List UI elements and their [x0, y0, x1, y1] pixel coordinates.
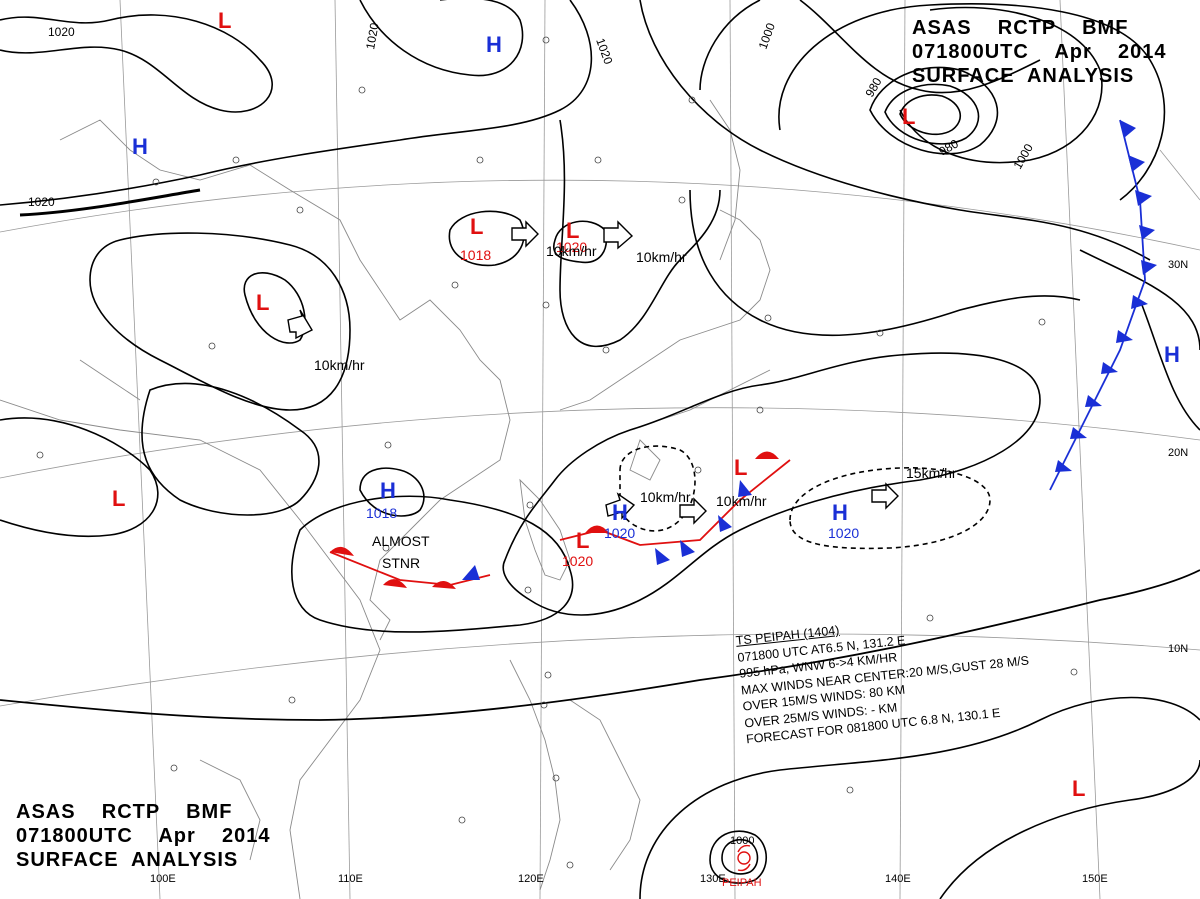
front-label-line1: ALMOST: [372, 533, 430, 549]
isobar-label: 1000: [1010, 141, 1036, 171]
high-center-symbol: H: [1164, 342, 1180, 367]
header-bottom: ASAS RCTP BMF 071800UTC Apr 2014 SURFACE…: [16, 800, 271, 872]
isobar-label: 1020: [28, 195, 55, 209]
grid-label: 30N: [1168, 259, 1188, 271]
stationary-front: [329, 546, 491, 589]
isobar-label: 980: [937, 136, 962, 158]
header-top-line3: SURFACE ANALYSIS: [912, 65, 1135, 87]
low-center-symbol: L: [470, 214, 483, 239]
low-pressure-value: 1020: [562, 553, 593, 569]
front-label: ALMOST STNR: [372, 533, 430, 571]
motion-arrow-1020-b: [871, 482, 899, 510]
grid-label: 140E: [885, 873, 911, 885]
high-center-symbol: H: [486, 32, 502, 57]
front-label-line2: STNR: [382, 555, 420, 571]
center-pressures: 1018 1020 1020 1018 1020 1020: [366, 239, 859, 569]
header-bottom-line1: ASAS RCTP BMF: [16, 801, 233, 823]
motion-arrow-1002: [287, 309, 313, 340]
header-top-line2: 071800UTC Apr 2014: [912, 41, 1167, 63]
grid-label: 150E: [1082, 873, 1108, 885]
grid-label: 10N: [1168, 643, 1188, 655]
isobar-labels: 1020 1020 1020 1020 1000 980 980 1000: [28, 21, 1036, 209]
typhoon-name: PEIPAH: [722, 877, 762, 889]
low-center-symbol: L: [112, 486, 125, 511]
motion-arrow-1010-b: [603, 220, 634, 250]
low-pressure-value: 1020: [556, 239, 587, 255]
motion-label: 15km/hr: [906, 465, 957, 481]
low-center-symbol: L: [218, 8, 231, 33]
motion-arrow-1018: [605, 492, 636, 520]
motion-label: 10km/hr: [314, 357, 365, 373]
grid-label: 100E: [150, 873, 176, 885]
typhoon-pressure: 1000: [730, 835, 754, 847]
low-pressure-value: 1018: [460, 247, 491, 263]
header-bottom-line2: 071800UTC Apr 2014: [16, 825, 271, 847]
header-bottom-line3: SURFACE ANALYSIS: [16, 849, 239, 871]
high-center-symbol: H: [132, 134, 148, 159]
high-center-symbol: H: [832, 500, 848, 525]
typhoon-symbol: [737, 844, 751, 872]
typhoon-labels: 1000 PEIPAH: [722, 835, 762, 889]
isobar-label: 1000: [756, 21, 778, 51]
motion-labels: 10km/hr 10km/hr 10km/hr 10km/hr 10km/hr …: [314, 243, 957, 509]
pressure-centers: H H H H H H L L L L L L L L L: [112, 8, 1180, 801]
grid-label: 130E: [700, 873, 726, 885]
high-pressure-value: 1020: [604, 525, 635, 541]
high-center-symbol: H: [612, 500, 628, 525]
high-pressure-value: 1018: [366, 505, 397, 521]
motion-label: 10km/hr: [636, 249, 687, 265]
low-center-symbol: L: [902, 104, 915, 129]
motion-label: 10km/hr: [640, 489, 691, 505]
isobar-label: 980: [862, 75, 884, 100]
low-center-symbol: L: [576, 528, 589, 553]
header-top: ASAS RCTP BMF 071800UTC Apr 2014 SURFACE…: [912, 16, 1167, 88]
high-pressure-value: 1020: [828, 525, 859, 541]
station-plots: [36, 36, 1078, 869]
motion-label: 10km/hr: [546, 243, 597, 259]
grid-label: 110E: [338, 873, 363, 885]
isobar-label: 1020: [48, 25, 75, 39]
low-center-symbol: L: [566, 218, 579, 243]
cold-front-east: [1049, 119, 1157, 491]
grid-labels: 100E 110E 120E 130E 140E 150E 30N 20N 10…: [150, 259, 1188, 885]
motion-label: 10km/hr: [716, 493, 767, 509]
motion-arrow-1010-a: [511, 220, 539, 248]
grid-label: 120E: [518, 873, 544, 885]
low-center-symbol: L: [734, 455, 747, 480]
isobar-label: 1020: [593, 36, 615, 66]
motion-arrows: [287, 220, 899, 525]
low-center-symbol: L: [1072, 776, 1085, 801]
motion-arrow-1020-a: [679, 497, 707, 525]
high-center-symbol: H: [380, 478, 396, 503]
low-center-symbol: L: [256, 290, 269, 315]
warm-cold-front-1014: [559, 451, 791, 565]
grid-label: 20N: [1168, 447, 1188, 459]
isobar-label: 1020: [363, 21, 381, 50]
header-top-line1: ASAS RCTP BMF: [912, 17, 1129, 39]
